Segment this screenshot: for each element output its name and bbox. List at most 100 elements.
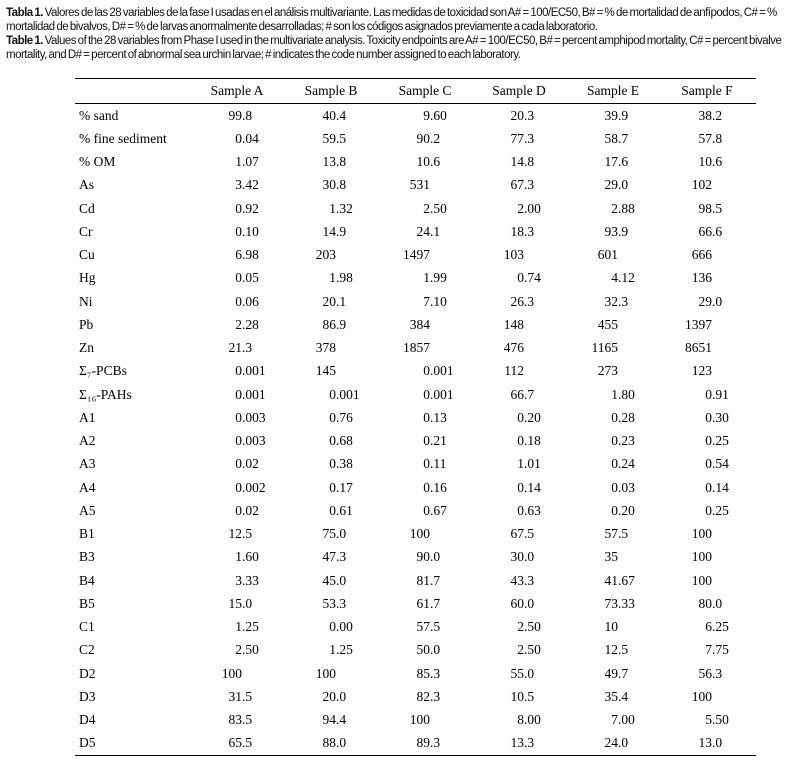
table-cell: 32.3 — [566, 294, 660, 310]
value-int-part: 20 — [322, 688, 337, 704]
value-int-part: 5 — [705, 712, 712, 728]
table-cell: 12.5 — [566, 642, 660, 658]
value-int-part: 0 — [705, 409, 712, 425]
value-int-part: 148 — [503, 316, 524, 332]
value-int-part: 1 — [329, 642, 336, 658]
value-frac-part: .98 — [336, 270, 353, 286]
value-int-part: 94 — [322, 712, 337, 728]
value-int-part: 0 — [235, 386, 242, 402]
value-int-part: 29 — [604, 177, 619, 193]
value-frac-part: .1 — [430, 223, 441, 239]
value-int-part: 2 — [517, 200, 524, 216]
row-label: B4 — [79, 572, 95, 588]
table-row: Cr 0.10 14.9 24.1 18.3 93.9 66.6 — [75, 220, 756, 243]
value-int-part: 0 — [423, 456, 430, 472]
value-int-part: 12 — [604, 642, 619, 658]
table-cell: 75.0 — [284, 526, 378, 542]
value-frac-part: .3 — [242, 340, 253, 356]
value-frac-part: .3 — [524, 130, 535, 146]
table-cell: 10.6 — [378, 154, 472, 170]
table-cell: 0.14 — [472, 480, 566, 496]
table-row: Pb 2.28 86.9 384 148 455 1397 — [75, 313, 756, 336]
value-frac-part — [336, 363, 378, 379]
value-frac-part: .5 — [618, 642, 629, 658]
table-cell: 49.7 — [566, 666, 660, 682]
value-int-part: 0 — [517, 433, 524, 449]
value-int-part: 6 — [235, 247, 242, 263]
value-int-part: 601 — [597, 247, 618, 263]
table-cell: 65.5 — [190, 735, 284, 751]
value-frac-part: .61 — [336, 502, 353, 518]
row-label: Cd — [79, 200, 95, 216]
table-cell: 2.88 — [566, 201, 660, 217]
value-int-part: 15 — [228, 595, 243, 611]
value-int-part: 99 — [228, 107, 243, 123]
value-int-part: 0 — [705, 433, 712, 449]
caption-english-text: Values of the 28 variables from Phase I … — [6, 34, 782, 61]
value-frac-part: .5 — [242, 688, 253, 704]
table-row: B3 1.60 47.3 90.0 30.0 35 100 — [75, 546, 756, 569]
value-int-part: 24 — [604, 735, 619, 751]
value-int-part: 85 — [416, 665, 431, 681]
table-cell: 40.4 — [284, 108, 378, 124]
value-frac-part: .5 — [242, 735, 253, 751]
value-int-part: 13 — [322, 154, 337, 170]
value-int-part: 0 — [235, 479, 242, 495]
value-int-part: 86 — [322, 316, 337, 332]
table-cell: 0.21 — [378, 433, 472, 449]
table-cell: 57.8 — [660, 131, 754, 147]
value-frac-part: .00 — [524, 200, 541, 216]
value-int-part: 0 — [329, 386, 336, 402]
table-cell: 0.06 — [190, 294, 284, 310]
table-cell: 47.3 — [284, 549, 378, 565]
value-frac-part: .07 — [242, 154, 259, 170]
row-label: Ni — [79, 293, 93, 309]
row-label: C2 — [79, 642, 95, 658]
value-frac-part: .4 — [336, 107, 347, 123]
value-frac-part: .5 — [524, 526, 535, 542]
value-int-part: 136 — [691, 270, 712, 286]
value-int-part: 67 — [510, 526, 525, 542]
row-label: B5 — [79, 595, 95, 611]
value-int-part: 0 — [329, 479, 336, 495]
value-int-part: 57 — [416, 619, 431, 635]
value-int-part: 1 — [423, 270, 430, 286]
table-cell: 41.67 — [566, 573, 660, 589]
value-frac-part: .5 — [242, 712, 253, 728]
table-cell: 94.4 — [284, 712, 378, 728]
table-row: A3 0.02 0.38 0.11 1.01 0.24 0.54 — [75, 453, 756, 476]
table-cell: 80.0 — [660, 596, 754, 612]
table-cell: 0.25 — [660, 503, 754, 519]
table-cell: 9.60 — [378, 108, 472, 124]
value-int-part: 100 — [691, 688, 712, 704]
table-cell: 0.001 — [190, 363, 284, 379]
value-frac-part: .00 — [524, 712, 541, 728]
column-header: Sample B — [304, 83, 358, 98]
value-int-part: 61 — [416, 595, 431, 611]
value-int-part: 90 — [416, 549, 431, 565]
column-header: Sample A — [210, 83, 264, 98]
table-cell: 15.0 — [190, 596, 284, 612]
table-cell: 203 — [284, 247, 378, 263]
value-frac-part: .8 — [524, 154, 535, 170]
value-int-part: 2 — [517, 642, 524, 658]
table-cell: 102 — [660, 177, 754, 193]
table-cell: 384 — [378, 317, 472, 333]
value-frac-part: .6 — [618, 154, 629, 170]
table-cell: 8651 — [660, 340, 754, 356]
table-row: A1 0.003 0.76 0.13 0.20 0.28 0.30 — [75, 406, 756, 429]
value-int-part: 0 — [329, 456, 336, 472]
table-cell: 0.003 — [190, 410, 284, 426]
table-cell: 53.3 — [284, 596, 378, 612]
table-cell: 86.9 — [284, 317, 378, 333]
value-frac-part: .001 — [430, 363, 454, 379]
value-frac-part: .7 — [618, 665, 629, 681]
value-int-part: 43 — [510, 572, 525, 588]
value-frac-part: .16 — [430, 479, 447, 495]
value-frac-part — [712, 340, 754, 356]
table-cell: 0.67 — [378, 503, 472, 519]
table-cell: 55.0 — [472, 666, 566, 682]
table-cell: 10.6 — [660, 154, 754, 170]
table-row: D5 65.5 88.0 89.3 13.3 24.0 13.0 — [75, 732, 756, 755]
